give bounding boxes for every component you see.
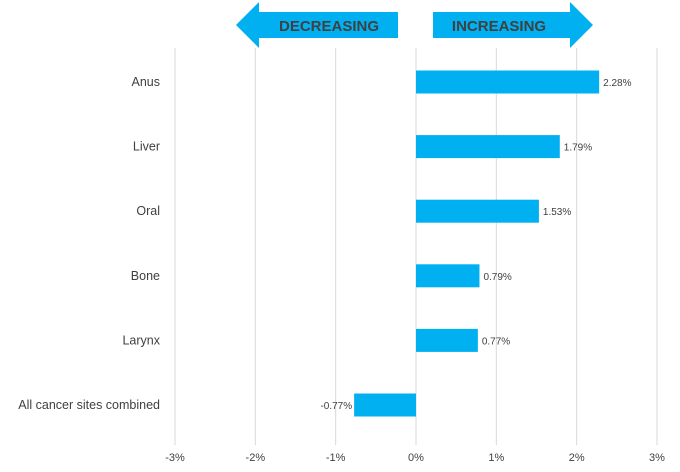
decreasing-arrow: DECREASING (236, 2, 398, 48)
decreasing-label: DECREASING (279, 18, 379, 35)
decreasing-arrow-shape (236, 2, 398, 48)
category-label: Oral (136, 204, 160, 218)
x-tick-label: -2% (246, 452, 266, 464)
increasing-label: INCREASING (452, 18, 546, 35)
category-label: Anus (132, 75, 161, 89)
category-label: Larynx (122, 333, 160, 347)
increasing-arrow-shape (433, 2, 593, 48)
x-tick-label: -3% (165, 452, 185, 464)
bar (416, 70, 600, 94)
data-label: -0.77% (320, 401, 352, 412)
x-tick-label: 3% (649, 452, 665, 464)
increasing-arrow: INCREASING (433, 2, 593, 48)
data-label: 0.79% (483, 272, 511, 283)
data-label: 1.53% (543, 207, 571, 218)
category-label: Bone (131, 269, 160, 283)
x-tick-label: 1% (488, 452, 504, 464)
category-label: All cancer sites combined (18, 398, 160, 412)
x-tick-label: 0% (408, 452, 424, 464)
x-tick-labels: -3% -2% -1% 0% 1% 2% 3% (165, 452, 665, 464)
data-label: 0.77% (482, 336, 510, 347)
data-labels: 2.28% 1.79% 1.53% 0.79% 0.77% -0.77% (320, 78, 631, 412)
gridlines (174, 48, 658, 445)
bar (416, 135, 560, 159)
bar (354, 393, 416, 417)
x-tick-label: 2% (569, 452, 585, 464)
bar (416, 264, 480, 288)
category-label: Liver (133, 140, 160, 154)
bars (354, 70, 600, 417)
data-label: 1.79% (564, 143, 592, 154)
category-labels: Anus Liver Oral Bone Larynx All cancer sites … (18, 75, 160, 412)
bar (416, 328, 478, 352)
bar (416, 199, 539, 223)
data-label: 2.28% (603, 78, 631, 89)
x-tick-label: -1% (326, 452, 346, 464)
